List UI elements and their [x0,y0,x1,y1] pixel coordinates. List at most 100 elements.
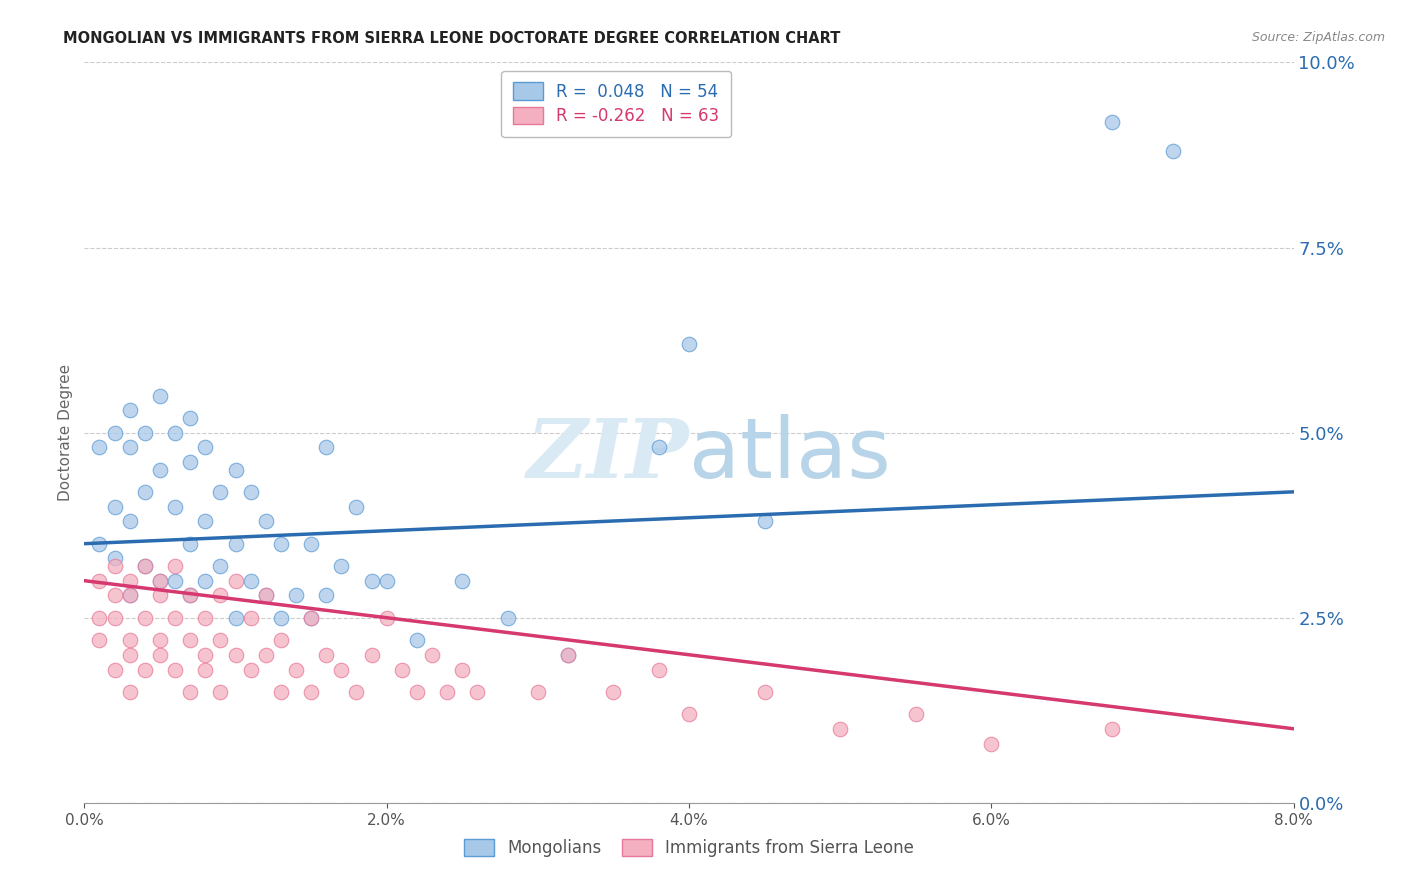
Point [134,425,156,440]
Point [346,685,368,699]
Point [134,484,156,499]
Point [104,589,127,603]
Point [602,685,624,699]
Point [194,648,217,662]
Point [406,632,429,647]
Point [179,589,201,603]
Point [209,484,232,499]
Point [315,441,337,455]
Point [209,685,232,699]
Point [254,648,277,662]
Point [89,441,111,455]
Point [194,610,217,624]
Point [904,706,927,721]
Point [165,500,187,514]
Point [165,574,187,588]
Point [299,610,322,624]
Point [299,685,322,699]
Point [118,589,141,603]
Point [179,632,201,647]
Point [451,663,474,677]
Point [225,648,247,662]
Point [315,648,337,662]
Point [527,685,550,699]
Point [225,610,247,624]
Point [1101,114,1123,128]
Point [330,558,353,573]
Point [179,685,201,699]
Point [436,685,458,699]
Point [104,610,127,624]
Point [239,610,262,624]
Point [179,589,201,603]
Text: MONGOLIAN VS IMMIGRANTS FROM SIERRA LEONE DOCTORATE DEGREE CORRELATION CHART: MONGOLIAN VS IMMIGRANTS FROM SIERRA LEON… [63,31,841,46]
Point [830,722,852,736]
Point [194,441,217,455]
Text: ZIP: ZIP [526,415,689,495]
Point [209,632,232,647]
Point [270,685,292,699]
Point [89,574,111,588]
Point [270,536,292,550]
Point [346,500,368,514]
Point [165,558,187,573]
Y-axis label: Doctorate Degree: Doctorate Degree [58,364,73,501]
Point [557,648,579,662]
Point [165,425,187,440]
Point [118,574,141,588]
Point [89,536,111,550]
Point [194,663,217,677]
Point [134,610,156,624]
Point [285,589,308,603]
Point [330,663,353,677]
Point [165,663,187,677]
Point [360,648,382,662]
Point [149,462,172,476]
Point [194,574,217,588]
Point [285,663,308,677]
Point [678,706,700,721]
Point [209,558,232,573]
Legend: Mongolians, Immigrants from Sierra Leone: Mongolians, Immigrants from Sierra Leone [453,827,925,869]
Point [179,410,201,425]
Point [254,515,277,529]
Point [118,632,141,647]
Point [149,574,172,588]
Point [557,648,579,662]
Point [194,515,217,529]
Point [104,425,127,440]
Point [209,589,232,603]
Point [678,336,700,351]
Point [149,632,172,647]
Point [149,388,172,402]
Point [254,589,277,603]
Point [648,441,671,455]
Point [118,589,141,603]
Point [149,574,172,588]
Point [270,632,292,647]
Point [239,663,262,677]
Point [754,515,776,529]
Point [648,663,671,677]
Point [149,648,172,662]
Text: atlas: atlas [689,414,890,495]
Point [1161,145,1184,159]
Point [165,610,187,624]
Point [254,589,277,603]
Point [299,610,322,624]
Point [496,610,519,624]
Point [375,610,398,624]
Point [118,403,141,417]
Text: Source: ZipAtlas.com: Source: ZipAtlas.com [1251,31,1385,45]
Point [391,663,413,677]
Point [375,574,398,588]
Point [451,574,474,588]
Point [89,610,111,624]
Point [406,685,429,699]
Point [134,558,156,573]
Point [420,648,443,662]
Point [299,536,322,550]
Point [89,632,111,647]
Point [467,685,489,699]
Point [134,663,156,677]
